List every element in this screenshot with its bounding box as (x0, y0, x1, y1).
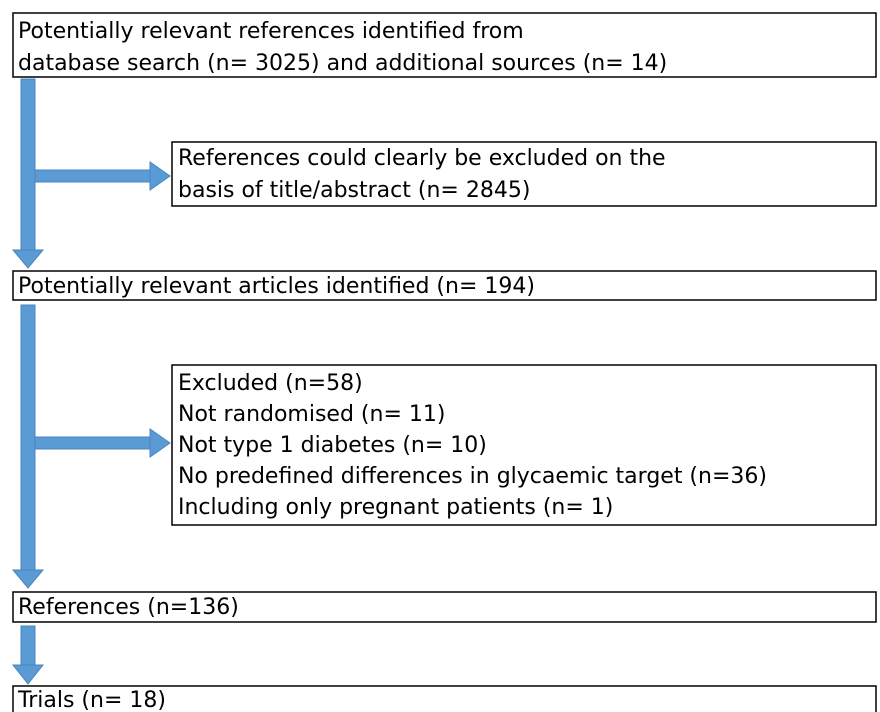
arrows (11, 78, 171, 685)
arrow-head (11, 664, 45, 685)
node-text: basis of title/abstract (n= 2845) (178, 178, 530, 203)
box (12, 591, 877, 623)
node-text: References could clearly be excluded on … (178, 146, 666, 171)
arrow-shaft (34, 436, 152, 450)
node-text: database search (n= 3025) and additional… (18, 51, 667, 76)
box (171, 141, 877, 207)
arrow-shaft (34, 169, 152, 183)
box (12, 270, 877, 301)
arrow-shaft (20, 625, 36, 667)
arrow-shaft (20, 304, 36, 572)
node-text: Including only pregnant patients (n= 1) (178, 495, 613, 520)
node-text: Potentially relevant references identifi… (18, 19, 524, 44)
node-text: Trials (n= 18) (17, 688, 166, 712)
arrow-head (11, 569, 45, 589)
box (171, 364, 877, 526)
node-text: Not type 1 diabetes (n= 10) (178, 433, 487, 458)
node-text: Excluded (n=58) (178, 371, 363, 396)
arrow-head (149, 428, 171, 458)
node-text: No predefined differences in glycaemic t… (178, 464, 767, 489)
box (12, 685, 877, 712)
box (12, 12, 877, 78)
arrow-head (149, 161, 171, 191)
node-text: Potentially relevant articles identified… (18, 274, 535, 299)
arrow-head (11, 249, 45, 269)
arrow-shaft (20, 78, 36, 252)
node-text: Not randomised (n= 11) (178, 402, 445, 427)
node-text: References (n=136) (18, 595, 239, 620)
